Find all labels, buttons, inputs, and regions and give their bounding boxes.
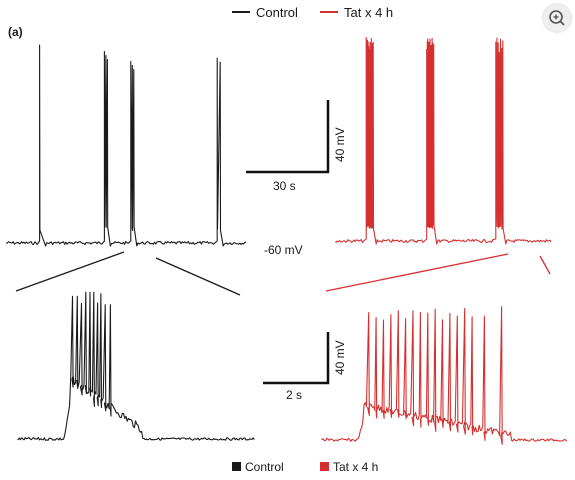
legend-bottom-label-tat: Tat x 4 h — [333, 460, 378, 474]
panel-label: (a) — [8, 25, 23, 39]
scale-bar-bottom-voltage: 40 mV — [333, 340, 347, 375]
trace-tat-expanded — [321, 306, 568, 445]
legend-bottom-swatch-control — [232, 462, 241, 471]
trace-top-control-line — [5, 44, 247, 247]
legend-bottom-label-control: Control — [245, 460, 284, 474]
trace-control-overview — [5, 44, 247, 247]
scale-bar-bottom: 2 s 40 mV — [263, 332, 347, 402]
legend-bottom: Control Tat x 4 h — [232, 460, 378, 474]
scale-bar-bottom-time: 2 s — [286, 388, 302, 402]
trace-top-tat-line — [335, 37, 552, 245]
scale-bar-top-voltage: 40 mV — [333, 127, 347, 162]
legend-top-label-control: Control — [256, 5, 298, 20]
connector-control-right — [155, 257, 241, 296]
trace-bot-control-line — [17, 291, 255, 441]
zoom-connectors — [15, 251, 551, 296]
legend-top-label-tat: Tat x 4 h — [344, 5, 393, 20]
scale-bar-top: 30 s 40 mV — [246, 100, 347, 193]
connector-tat-right — [539, 255, 551, 275]
scale-bar-bottom-lines — [263, 332, 330, 385]
scale-bar-top-lines — [246, 100, 330, 174]
connector-tat-left — [325, 253, 509, 292]
connector-control-left — [15, 251, 125, 292]
legend-top: Control Tat x 4 h — [232, 5, 393, 20]
trace-tat-overview — [335, 37, 552, 245]
scale-bar-top-time: 30 s — [273, 179, 296, 193]
baseline-label: -60 mV — [264, 243, 303, 257]
legend-bottom-swatch-tat — [320, 462, 329, 471]
zoom-button[interactable] — [543, 4, 571, 32]
zoom-in-icon — [549, 10, 565, 26]
trace-bot-tat-line — [321, 306, 568, 445]
trace-control-expanded — [17, 291, 255, 441]
